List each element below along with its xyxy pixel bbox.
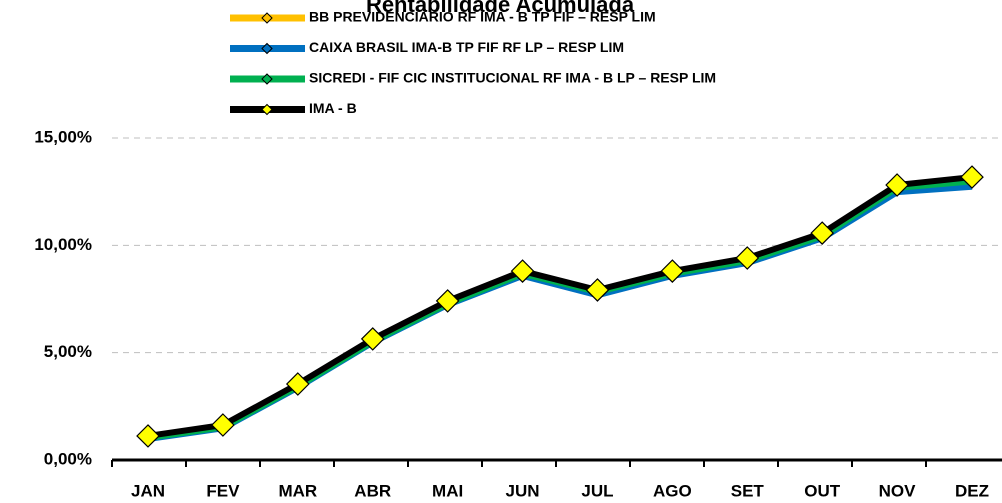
point-marker (660, 259, 685, 283)
x-tick-label: JUN (506, 481, 540, 500)
point-marker (735, 246, 760, 270)
series-line (147, 174, 973, 439)
x-tick-label: NOV (879, 481, 917, 500)
point-marker (960, 165, 984, 189)
point-marker (211, 413, 235, 437)
x-tick-label: JUL (581, 481, 613, 500)
legend-label: CAIXA BRASIL IMA-B TP FIF RF LP – RESP L… (309, 39, 624, 55)
x-tick-label: JAN (131, 481, 165, 500)
point-marker (585, 278, 610, 302)
point-marker (810, 221, 835, 245)
y-tick-label: 15,00% (34, 127, 92, 146)
x-tick-label: OUT (804, 481, 841, 500)
point-marker (510, 259, 535, 283)
y-tick-label: 10,00% (34, 235, 92, 254)
legend-marker (261, 73, 273, 85)
point-marker (136, 424, 160, 448)
x-tick-label: SET (731, 481, 765, 500)
point-marker (885, 173, 909, 197)
x-tick-label: MAI (432, 481, 463, 500)
chart-title: Rentabilidade Acumulada (366, 0, 635, 17)
y-tick-label: 0,00% (44, 449, 92, 468)
x-tick-label: MAR (278, 481, 317, 500)
plot (136, 165, 984, 448)
point-marker (360, 327, 385, 351)
legend-marker (261, 12, 273, 24)
x-tick-label: ABR (354, 481, 391, 500)
legend-label: SICREDI - FIF CIC INSTITUCIONAL RF IMA -… (309, 70, 716, 86)
point-marker (435, 289, 460, 313)
x-tick-label: DEZ (955, 481, 989, 500)
y-tick-label: 5,00% (44, 342, 92, 361)
legend-marker (261, 42, 273, 55)
legend-marker (261, 103, 273, 116)
legend-label: BB PREVIDENCIÁRIO RF IMA - B TP FIF – RE… (309, 9, 656, 25)
grid: 0,00% 5,00% 10,00% 15,00% JAN FEV MAR ABR MAI JUN… (34, 127, 1002, 500)
point-marker (285, 372, 310, 396)
x-tick-label: FEV (206, 481, 240, 500)
legend-label: IMA - B (309, 100, 357, 116)
x-tick-label: AGO (653, 481, 692, 500)
legend: BB PREVIDENCIÁRIO RF IMA - B TP FIF – RE… (230, 9, 716, 116)
